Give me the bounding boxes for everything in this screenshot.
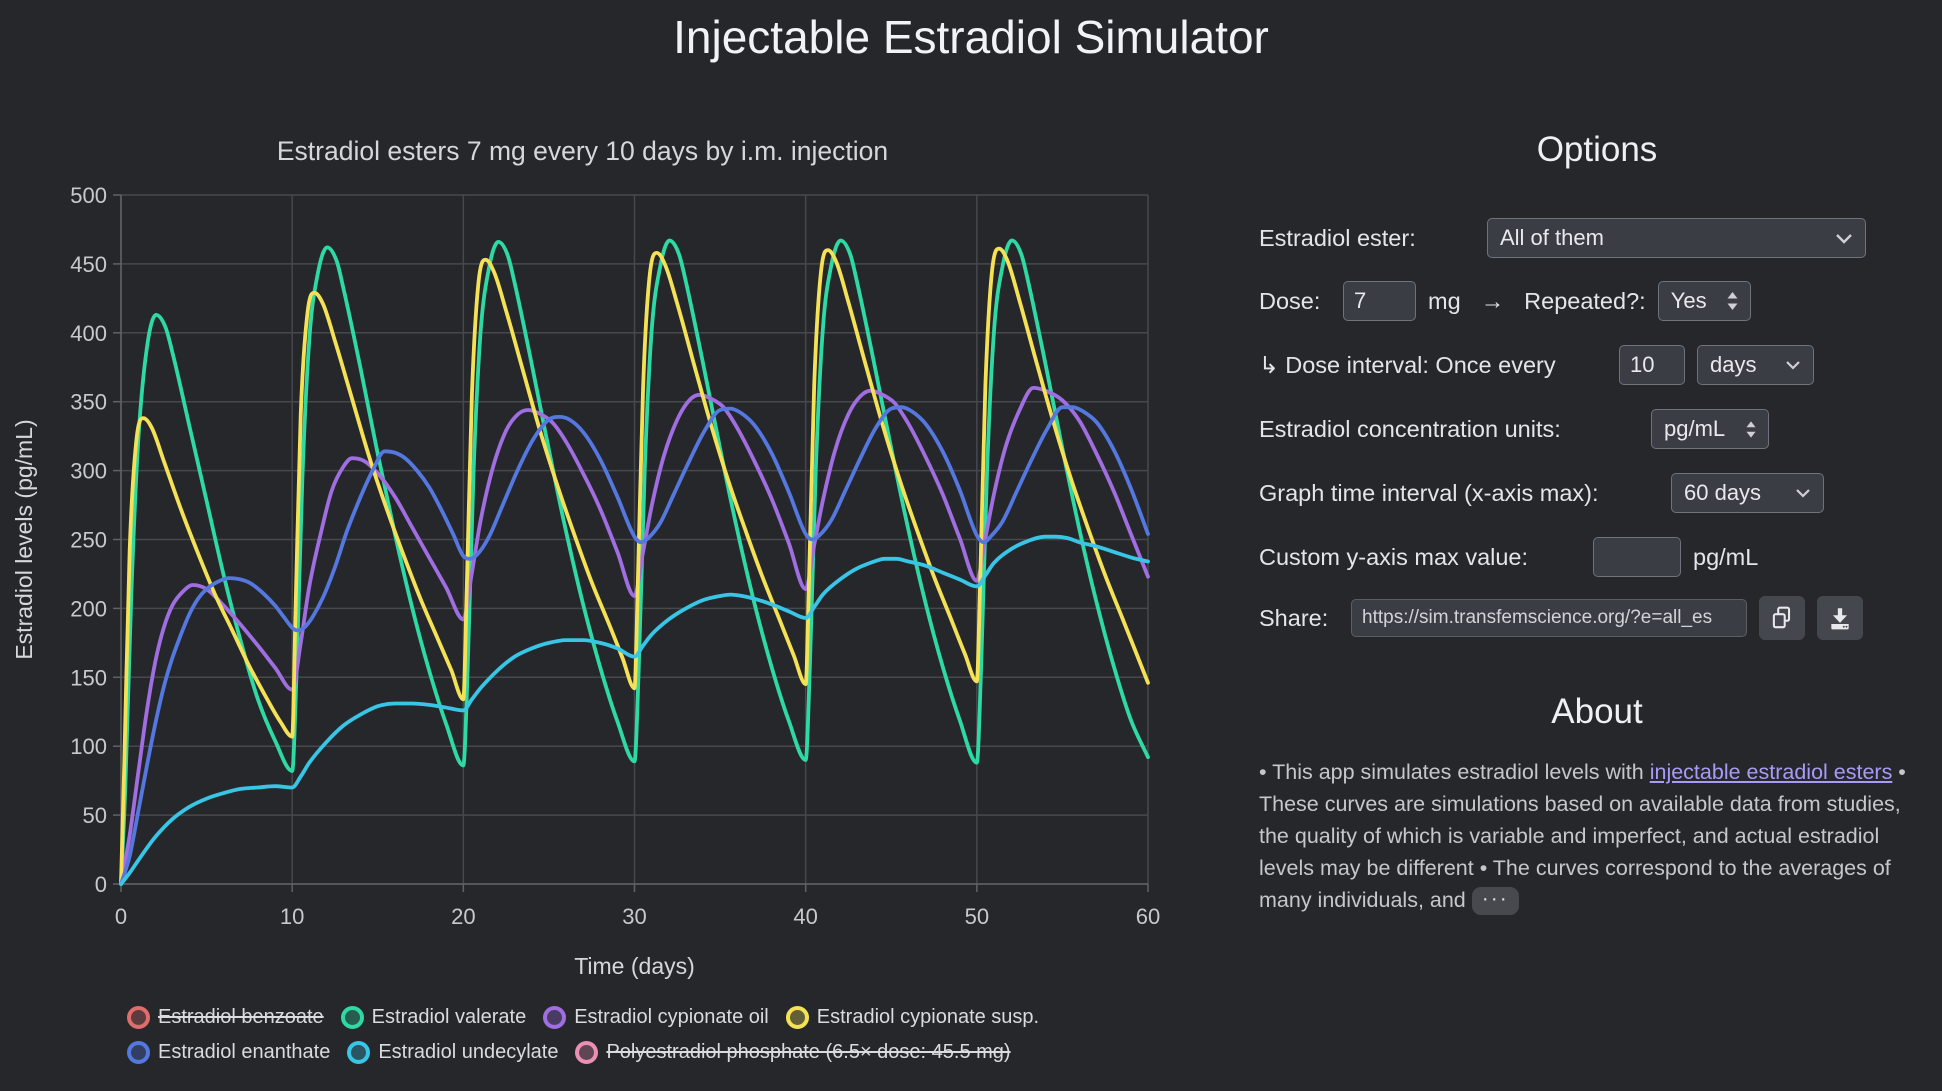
options-heading: Options	[1536, 130, 1658, 169]
legend-label: Estradiol enanthate	[158, 1041, 331, 1063]
arrow-glyph: →	[1480, 287, 1505, 314]
units-select[interactable]: pg/mL	[1651, 409, 1769, 449]
legend-item-6[interactable]: Polyestradiol phosphate (6.5× dose: 45.5…	[575, 1041, 1011, 1064]
up-down-arrows-icon	[1727, 292, 1738, 310]
legend-row: Estradiol enanthate Estradiol undecylate P…	[127, 1035, 1047, 1070]
ymax-label: Custom y-axis max value:	[1259, 543, 1529, 570]
legend-marker-icon	[127, 1041, 150, 1064]
y-tick-label: 50	[83, 803, 107, 828]
units-label: Estradiol concentration units:	[1259, 415, 1561, 442]
legend-row: Estradiol benzoate Estradiol valerate Estr…	[127, 1000, 1047, 1035]
x-axis-title: Time (days)	[574, 953, 695, 979]
interval-label: ↳ Dose interval: Once every	[1259, 352, 1556, 378]
ymax-input[interactable]	[1593, 537, 1681, 577]
repeated-select[interactable]: Yes	[1657, 281, 1751, 321]
y-tick-label: 100	[70, 734, 107, 759]
y-tick-label: 0	[95, 872, 107, 897]
about-text-2: • These curves are simulations based on …	[1259, 760, 1906, 912]
x-tick-label: 0	[115, 904, 127, 929]
dose-label: Dose:	[1259, 287, 1321, 314]
repeated-label: Repeated?:	[1524, 287, 1646, 314]
legend-marker-icon	[347, 1041, 371, 1064]
download-button[interactable]	[1817, 596, 1863, 640]
legend-item-0[interactable]: Estradiol benzoate	[127, 1006, 324, 1029]
interval-unit-value: days	[1710, 352, 1757, 377]
x-tick-label: 10	[280, 904, 304, 929]
dose-input[interactable]	[1343, 281, 1416, 321]
chevron-down-icon	[1786, 361, 1800, 370]
injectable-esters-link[interactable]: injectable estradiol esters	[1649, 760, 1893, 784]
chevron-down-icon	[1836, 233, 1852, 244]
legend-marker-icon	[543, 1006, 567, 1029]
legend-marker-icon	[127, 1006, 150, 1029]
share-label: Share:	[1259, 604, 1329, 631]
legend-marker-icon	[340, 1006, 364, 1029]
page-title: Injectable Estradiol Simulator	[673, 11, 1269, 63]
series-line-3	[119, 246, 1150, 886]
chevron-down-icon	[1796, 489, 1810, 498]
up-down-arrows-icon	[1746, 420, 1756, 438]
about-heading: About	[1551, 692, 1643, 731]
interval-input[interactable]	[1619, 345, 1685, 385]
chart-canvas[interactable]: 0 50 100 150 200 250 300 350 400 450 500 0 10 20 30 40 5…	[0, 115, 1160, 985]
legend-item-4[interactable]: Estradiol enanthate	[127, 1041, 330, 1064]
about-text-1: • This app simulates estradiol levels wi…	[1259, 760, 1650, 784]
legend-label: Estradiol undecylate	[378, 1041, 559, 1063]
copy-button[interactable]	[1759, 596, 1805, 640]
ester-select-value: All of them	[1500, 225, 1604, 250]
repeated-select-value: Yes	[1670, 288, 1707, 313]
x-tick-label: 30	[622, 904, 646, 929]
series-line-1	[119, 238, 1150, 886]
legend-label: Estradiol benzoate	[158, 1006, 324, 1028]
y-tick-label: 200	[70, 596, 107, 621]
time-interval-select[interactable]: 60 days	[1671, 473, 1824, 513]
legend-item-1[interactable]: Estradiol valerate	[340, 1006, 527, 1029]
share-input[interactable]	[1351, 599, 1747, 637]
legend-label: Estradiol cypionate oil	[574, 1006, 769, 1028]
chart-title: Estradiol esters 7 mg every 10 days by i…	[277, 136, 888, 166]
copy-icon	[1772, 606, 1791, 629]
y-tick-label: 150	[70, 665, 107, 690]
options-panel: Options Estradiol ester: All of them Dos…	[1259, 130, 1935, 916]
dose-unit-label: mg	[1428, 287, 1461, 314]
ymax-unit-label: pg/mL	[1693, 543, 1759, 570]
x-tick-label: 40	[793, 904, 817, 929]
legend-label: Estradiol cypionate susp.	[816, 1006, 1040, 1028]
y-tick-label: 450	[70, 252, 107, 277]
more-button[interactable]: ···	[1471, 887, 1519, 916]
x-tick-label: 20	[451, 904, 475, 929]
y-tick-label: 350	[70, 390, 107, 415]
x-tick-label: 60	[1136, 904, 1160, 929]
series-line-4	[119, 405, 1150, 886]
download-icon	[1831, 608, 1849, 630]
legend-label: Polyestradiol phosphate (6.5× dose: 45.5…	[606, 1041, 1011, 1063]
legend-marker-icon	[785, 1006, 809, 1029]
legend-item-3[interactable]: Estradiol cypionate susp.	[785, 1006, 1040, 1029]
series-line-5	[119, 534, 1150, 886]
ester-select[interactable]: All of them	[1487, 218, 1866, 258]
x-tick-label: 50	[965, 904, 989, 929]
chart-legend: Estradiol benzoate Estradiol valerate Estr…	[127, 1000, 1047, 1070]
interval-unit-select[interactable]: days	[1697, 345, 1814, 385]
y-tick-label: 400	[70, 321, 107, 346]
y-axis-title: Estradiol levels (pg/mL)	[11, 419, 37, 659]
time-interval-value: 60 days	[1684, 480, 1762, 505]
y-tick-label: 500	[70, 183, 107, 208]
legend-label: Estradiol valerate	[371, 1006, 527, 1028]
series-line-2	[119, 386, 1150, 886]
time-interval-label: Graph time interval (x-axis max):	[1259, 479, 1599, 506]
about-paragraph: • This app simulates estradiol levels wi…	[1259, 756, 1935, 916]
legend-item-2[interactable]: Estradiol cypionate oil	[543, 1006, 769, 1029]
y-tick-label: 300	[70, 459, 107, 484]
legend-marker-icon	[575, 1041, 599, 1064]
y-tick-label: 250	[70, 528, 107, 553]
legend-item-5[interactable]: Estradiol undecylate	[347, 1041, 558, 1064]
units-select-value: pg/mL	[1664, 416, 1726, 441]
ester-label: Estradiol ester:	[1259, 224, 1416, 251]
